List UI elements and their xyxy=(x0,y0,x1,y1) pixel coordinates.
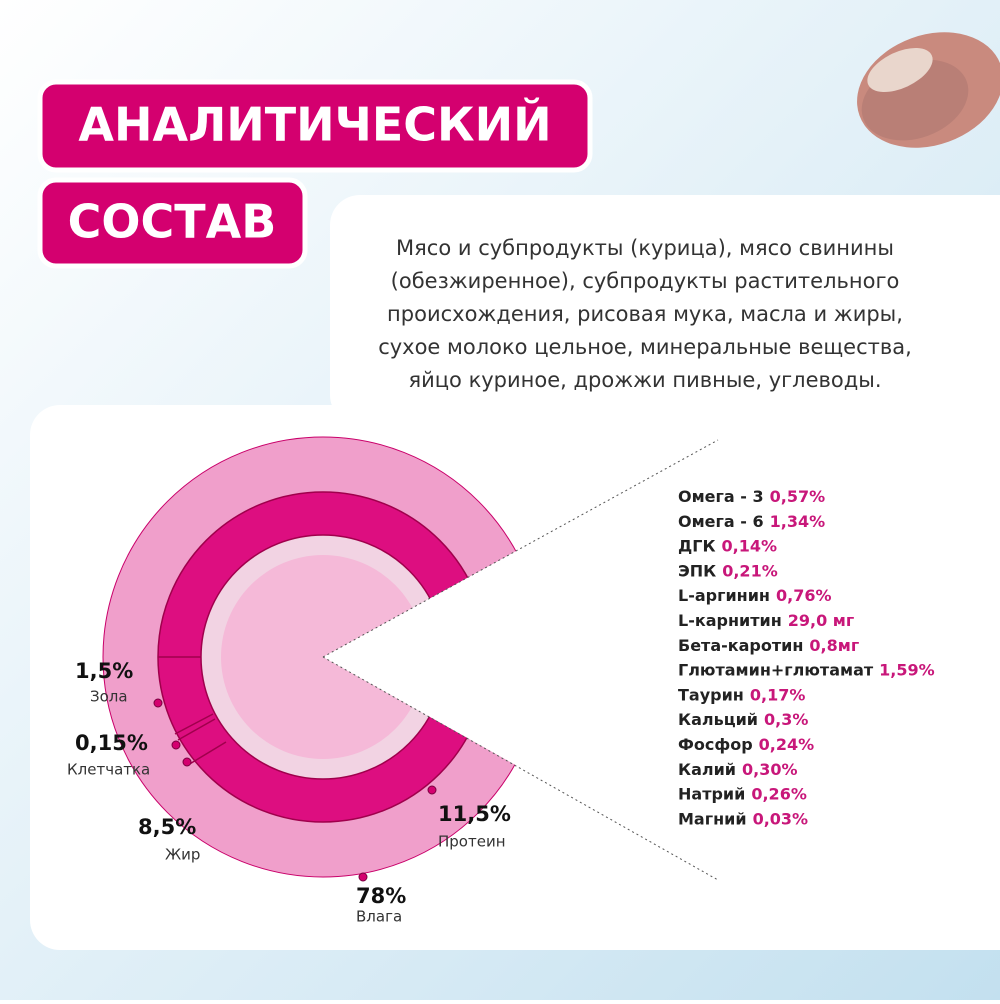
composition-label: Жир xyxy=(165,846,200,864)
nutrient-name: Магний xyxy=(678,809,747,828)
marker-dot xyxy=(171,740,181,750)
nutrient: Калий 0,30% xyxy=(678,759,798,778)
nutrient-name: ДГК xyxy=(678,536,716,555)
nutrient-name: Глютамин+глютамат xyxy=(678,660,874,679)
title: СОСТАВ xyxy=(68,195,277,249)
nutrient: Омега - 6 1,34% xyxy=(678,511,825,530)
nutrient-name: Бета-каротин xyxy=(678,635,803,654)
nutrient-name: Кальций xyxy=(678,710,758,729)
composition-label: Влага xyxy=(356,908,402,926)
nutrient-value: 0,30% xyxy=(742,759,798,778)
composition-labels: 1,5% Зола 0,15% Клетчатка 8,5% Жир 78%Влага 11,… xyxy=(67,659,511,926)
nutrient-name: Натрий xyxy=(678,784,745,803)
text-panel xyxy=(330,195,1000,425)
marker-dot xyxy=(358,872,368,882)
composition-value: 1,5% xyxy=(75,659,133,683)
nutrient-value: 29,0 мг xyxy=(788,611,854,630)
nutrient-value: 0,17% xyxy=(750,685,806,704)
meat-image xyxy=(857,32,1000,148)
ingredient-line: сухое молоко цельное, минеральные вещест… xyxy=(378,335,912,359)
nutrient-value: 0,14% xyxy=(722,536,778,555)
composition-label: Зола xyxy=(90,688,128,706)
title-box xyxy=(37,79,593,173)
marker-dot xyxy=(427,785,437,795)
nutrient-name: Омега - 3 xyxy=(678,487,764,506)
ingredient-line: происхождения, рисовая мука, масла и жир… xyxy=(387,302,903,326)
nutrient-value: 1,34% xyxy=(770,511,826,530)
marker-dot xyxy=(182,757,192,767)
marker-dot xyxy=(153,698,163,708)
nutrient: Магний 0,03% xyxy=(678,809,808,828)
title-box xyxy=(37,177,308,269)
donut xyxy=(102,436,719,881)
composition-value: 8,5% xyxy=(138,815,196,839)
composition-value: 0,15% xyxy=(75,731,148,755)
nutrient: Омега - 3 0,57% xyxy=(678,487,825,506)
nutrient: Таурин 0,17% xyxy=(678,685,805,704)
composition-label: Протеин xyxy=(438,833,506,851)
nutrient-name: ЭПК xyxy=(678,561,716,580)
nutrient-value: 0,76% xyxy=(776,586,832,605)
nutrient-value: 0,21% xyxy=(722,561,778,580)
nutrient-value: 0,26% xyxy=(751,784,807,803)
nutrient-value: 0,8мг xyxy=(809,635,859,654)
nutrient: Бета-каротин 0,8мг xyxy=(678,635,859,654)
nutrient-list: Омега - 3 0,57% Омега - 6 1,34% ДГК 0,14% ЭПК 0… xyxy=(678,487,935,828)
nutrient-name: Фосфор xyxy=(678,735,753,754)
nutrient-name: Омега - 6 xyxy=(678,511,764,530)
nutrient-value: 0,57% xyxy=(770,487,826,506)
ingredients: Мясо и субпродукты (курица), мясо свинин… xyxy=(378,236,912,392)
nutrient-name: L-аргинин xyxy=(678,586,770,605)
nutrient-value: 1,59% xyxy=(879,660,935,679)
composition-value: 11,5% xyxy=(438,802,511,826)
nutrient: Натрий 0,26% xyxy=(678,784,807,803)
nutrient: Кальций 0,3% xyxy=(678,710,808,729)
nutrient: L-аргинин 0,76% xyxy=(678,586,832,605)
nutrient-name: Калий xyxy=(678,759,736,778)
nutrient: Фосфор 0,24% xyxy=(678,735,814,754)
ingredient-line: (обезжиренное), субпродукты растительног… xyxy=(391,269,900,293)
nutrient: ДГК 0,14% xyxy=(678,536,777,555)
ingredient-line: яйцо куриное, дрожжи пивные, углеводы. xyxy=(408,368,881,392)
nutrient: ЭПК 0,21% xyxy=(678,561,778,580)
nutrient-name: L-карнитин xyxy=(678,611,782,630)
composition-label: Клетчатка xyxy=(67,761,150,779)
nutrient: L-карнитин 29,0 мг xyxy=(678,611,854,630)
nutrient-value: 0,03% xyxy=(753,809,809,828)
nutrient-value: 0,3% xyxy=(764,710,808,729)
nutrient: Глютамин+глютамат 1,59% xyxy=(678,660,935,679)
title: АНАЛИТИЧЕСКИЙ xyxy=(78,98,551,152)
nutrient-value: 0,24% xyxy=(759,735,815,754)
ingredient-line: Мясо и субпродукты (курица), мясо свинин… xyxy=(396,236,894,260)
composition-value: 78% xyxy=(356,884,406,908)
nutrient-name: Таурин xyxy=(678,685,744,704)
